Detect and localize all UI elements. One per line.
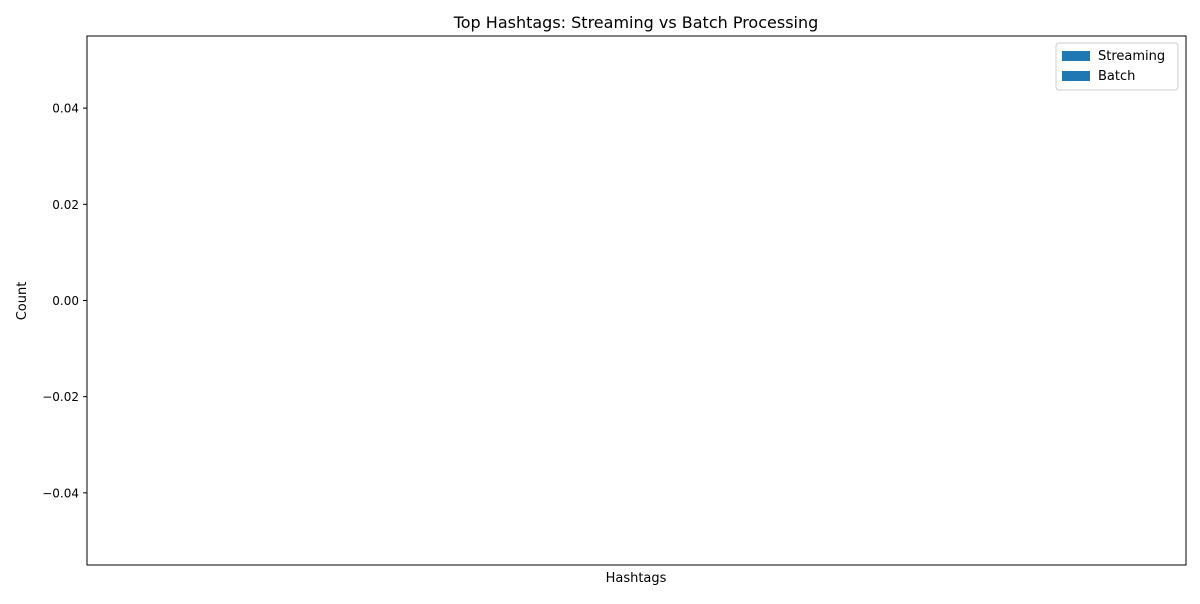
plot-frame	[86, 35, 1187, 566]
chart-title: Top Hashtags: Streaming vs Batch Process…	[453, 13, 819, 32]
y-tick-label: 0.02	[52, 198, 79, 212]
y-tick-label: −0.02	[42, 390, 79, 404]
y-tick-label: 0.00	[52, 294, 79, 308]
legend-swatch	[1062, 51, 1090, 61]
y-tick-label: −0.04	[42, 486, 79, 500]
y-axis-label: Count	[15, 282, 30, 321]
x-axis-label: Hashtags	[606, 571, 667, 586]
plot-area	[86, 35, 1187, 566]
legend-swatch	[1062, 71, 1090, 81]
y-axis: −0.04 −0.02 0.00 0.02 0.04	[42, 102, 87, 500]
legend-label: Streaming	[1098, 49, 1165, 64]
legend-label: Batch	[1098, 69, 1135, 84]
y-tick-label: 0.04	[52, 102, 79, 116]
legend: Streaming Batch	[1055, 42, 1179, 91]
